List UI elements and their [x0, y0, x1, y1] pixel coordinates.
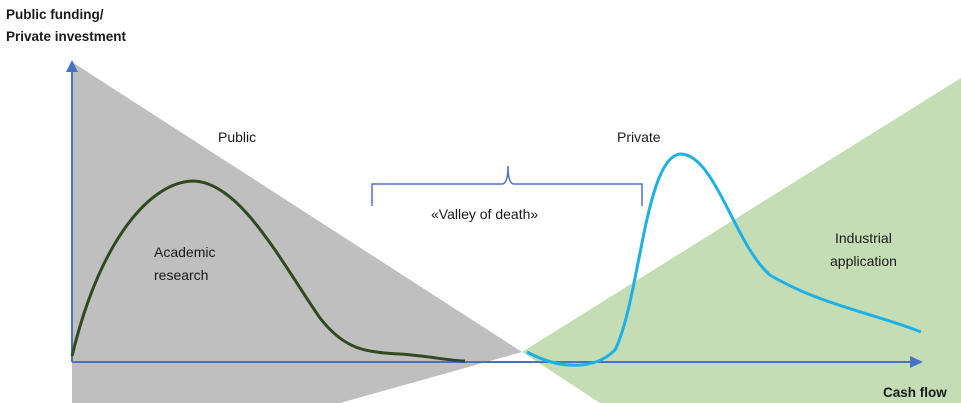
- valley-of-death-label: «Valley of death»: [431, 206, 538, 222]
- valley-of-death-bracket: [371, 165, 643, 206]
- academic-research-label: Academic research: [154, 244, 219, 283]
- academic-research-curve: [70, 179, 466, 363]
- y-axis-label: Public funding/ Private investment: [6, 7, 127, 44]
- public-funding-area: [72, 62, 522, 403]
- industrial-application-curve: [526, 152, 922, 367]
- private-label: Private: [617, 129, 661, 145]
- y-axis-arrow-icon: [66, 60, 78, 72]
- industrial-application-label: Industrial application: [830, 230, 897, 269]
- x-axis-arrow-icon: [910, 356, 923, 368]
- public-label: Public: [218, 129, 256, 145]
- private-investment-area: [522, 78, 961, 403]
- y-axis: [66, 60, 78, 362]
- x-axis-label: Cash flow: [883, 385, 947, 400]
- x-axis: [72, 356, 923, 368]
